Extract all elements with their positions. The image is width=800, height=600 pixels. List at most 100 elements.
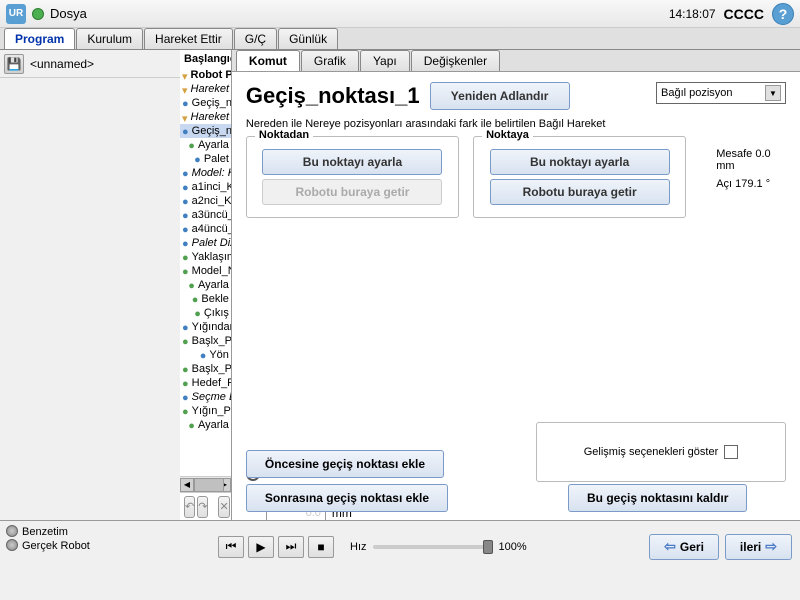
sub-tab-grafik[interactable]: Grafik [301, 50, 359, 71]
set-to-point-button[interactable]: Bu noktayı ayarla [490, 149, 670, 175]
rename-button[interactable]: Yeniden Adlandır [430, 82, 570, 110]
tree-item-label: Ayarla [198, 419, 229, 431]
dot-icon: ● [194, 308, 201, 318]
tree-item[interactable]: ●Model: Kare [180, 166, 231, 180]
add-after-button[interactable]: Sonrasına geçiş noktası ekle [246, 484, 448, 512]
dot-icon: ● [182, 252, 189, 262]
scroll-track[interactable] [194, 478, 217, 492]
sub-tab-yapı[interactable]: Yapı [360, 50, 410, 71]
tree-item-label: Ayarla [198, 139, 229, 151]
tree-item-label: Geçiş_noktası [192, 97, 231, 109]
dot-icon: ● [182, 336, 189, 346]
main-tab-kurulum[interactable]: Kurulum [76, 28, 143, 49]
tree-item[interactable]: ●Başlx_Pozx [180, 334, 231, 348]
dot-icon: ● [182, 364, 189, 374]
rewind-button[interactable]: ⏮ [218, 536, 244, 558]
tree-item[interactable]: ●Ayarla [180, 138, 231, 152]
tree-item[interactable]: ●Yön [180, 348, 231, 362]
tree-item[interactable]: ●Yığından Al [180, 320, 231, 334]
tree-item[interactable]: ▾Hareket Ettir J [180, 110, 231, 124]
tree-item[interactable]: ●Palet Dizisi [180, 236, 231, 250]
back-button[interactable]: ⇦Geri [649, 534, 719, 560]
sub-tab-komut[interactable]: Komut [236, 50, 300, 71]
tree-item-label: Başlx_Pozx [192, 335, 231, 347]
tree-item[interactable]: ●a4üncü_Köş [180, 222, 231, 236]
position-type-dropdown[interactable]: Bağıl pozisyon ▼ [656, 82, 786, 104]
sim-radio[interactable] [6, 525, 18, 537]
tree-item-label: Hedef_Pozx [192, 377, 231, 389]
tree-item[interactable]: ●Geçiş_noktası [180, 96, 231, 110]
command-body: Bağıl pozisyon ▼ Geçiş_noktası_1 Yeniden… [232, 72, 800, 520]
main-tab-program[interactable]: Program [4, 28, 75, 49]
slider-handle[interactable] [483, 540, 493, 554]
dot-icon: ● [182, 168, 189, 178]
distance-label: Mesafe 0.0 mm [716, 148, 786, 172]
tree-item[interactable]: ●Yaklaşım [180, 250, 231, 264]
redo-button[interactable]: ↷ [197, 496, 208, 518]
tree-item[interactable]: ●a1inci_Köşe [180, 180, 231, 194]
play-button[interactable]: ▶ [248, 536, 274, 558]
speed-slider[interactable] [373, 545, 493, 549]
move-robot-to-button[interactable]: Robotu buraya getir [490, 179, 670, 205]
move-robot-from-button: Robotu buraya getir [262, 179, 442, 205]
tree-item-label: Hareket Ettir J [191, 111, 231, 123]
waypoint-title: Geçiş_noktası_1 [246, 83, 420, 109]
tree-item[interactable]: ●Geçiş_noktası_1 [180, 124, 231, 138]
tree-item[interactable]: ●Çıkış [180, 306, 231, 320]
delete-button[interactable]: ✕ [218, 496, 229, 518]
scroll-thumb[interactable] [194, 478, 224, 492]
tree-item-label: Model_Nokta [192, 265, 231, 277]
tree-item[interactable]: ▾Robot Programı [180, 68, 231, 82]
tree-item[interactable]: ●Yığın_Pozx [180, 404, 231, 418]
tree-item[interactable]: ●Ayarla [180, 278, 231, 292]
tree-item[interactable]: ●Palet [180, 152, 231, 166]
real-label: Gerçek Robot [22, 540, 90, 552]
tree-item[interactable]: ●Bekle [180, 292, 231, 306]
tree-item[interactable]: ●Başlx_Pozx [180, 362, 231, 376]
tree-header[interactable]: Başlangıç Değişkenleri [180, 50, 231, 68]
dot-icon: ● [182, 406, 189, 416]
tree-item[interactable]: ●Model_Nokta [180, 264, 231, 278]
tree-item-label: Seçme Dizisi [192, 391, 231, 403]
add-before-button[interactable]: Öncesine geçiş noktası ekle [246, 450, 444, 478]
undo-button[interactable]: ↶ [184, 496, 195, 518]
triangle-icon: ▾ [182, 84, 188, 94]
from-group: Noktadan Bu noktayı ayarla Robotu buraya… [246, 136, 459, 218]
dot-icon: ● [182, 126, 189, 136]
tree-item[interactable]: ●Seçme Dizisi [180, 390, 231, 404]
tree-item[interactable]: ▾Hareket Ettir J [180, 82, 231, 96]
forward-button[interactable]: ⏭ [278, 536, 304, 558]
help-button[interactable]: ? [772, 3, 794, 25]
playback-controls: ⏮ ▶ ⏭ ■ Hız 100% [218, 536, 527, 558]
dot-icon: ● [192, 294, 199, 304]
sub-tab-değişkenler[interactable]: Değişkenler [411, 50, 500, 71]
angle-label: Açı 179.1 ° [716, 178, 786, 190]
main-tab-günlük[interactable]: Günlük [278, 28, 338, 49]
tree-item[interactable]: ●a2nci_Köşe [180, 194, 231, 208]
remove-waypoint-button[interactable]: Bu geçiş noktasını kaldır [568, 484, 747, 512]
to-group: Noktaya Bu noktayı ayarla Robotu buraya … [473, 136, 686, 218]
scroll-left-icon[interactable]: ◀ [180, 478, 194, 492]
tree-item[interactable]: ●Hedef_Pozx [180, 376, 231, 390]
tree-item-label: Hareket Ettir J [191, 83, 231, 95]
main-tab-g/ç[interactable]: G/Ç [234, 28, 277, 49]
dot-icon: ● [200, 350, 207, 360]
tree-hscroll[interactable]: ◀ ▶ [180, 476, 231, 492]
dot-icon: ● [182, 392, 189, 402]
nav-footer: ⇦Geri ileri⇨ [649, 534, 792, 560]
real-radio[interactable] [6, 539, 18, 551]
main-tab-hareket ettir[interactable]: Hareket Ettir [144, 28, 233, 49]
tree-nav-row: ↶ ↷ ✕ ◄---► [180, 492, 231, 520]
set-from-point-button[interactable]: Bu noktayı ayarla [262, 149, 442, 175]
from-group-title: Noktadan [255, 129, 313, 141]
dot-icon: ● [188, 280, 195, 290]
bottom-buttons: Öncesine geçiş noktası ekle Sonrasına ge… [246, 444, 786, 512]
next-button[interactable]: ileri⇨ [725, 534, 792, 560]
file-menu[interactable]: Dosya [50, 6, 669, 21]
tree-item[interactable]: ●a3üncü_Köş [180, 208, 231, 222]
stop-button[interactable]: ■ [308, 536, 334, 558]
dot-icon: ● [188, 420, 195, 430]
tree-item[interactable]: ●Ayarla [180, 418, 231, 432]
save-icon[interactable]: 💾 [4, 54, 24, 74]
tree-item-label: Ayarla [198, 279, 229, 291]
